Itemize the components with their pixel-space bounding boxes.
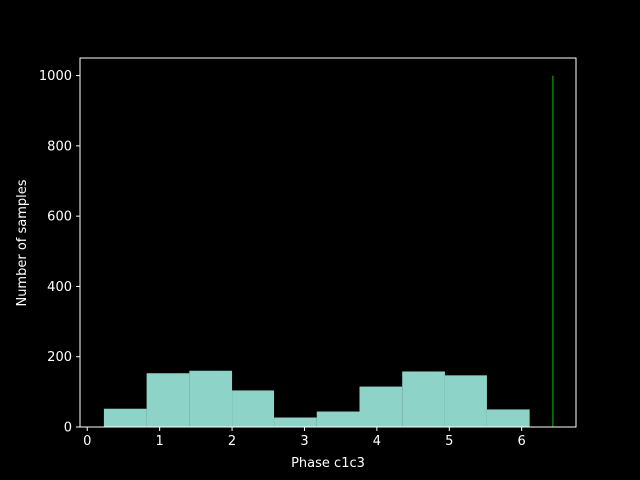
y-tick-label: 600 [47,210,72,225]
histogram-bar-6 [316,411,360,427]
histogram-bar-2 [146,373,190,427]
histogram-bar-10 [486,409,530,427]
y-tick-label: 200 [47,350,72,365]
histogram-bar-7 [359,386,403,427]
x-axis-label: Phase c1c3 [291,456,365,471]
histogram-bar-8 [402,371,445,427]
histogram-bar-3 [189,370,233,427]
histogram-bar-5 [274,417,317,427]
histogram-bar-4 [232,390,275,427]
histogram-bar-9 [444,375,487,427]
histogram-bar-1 [103,408,147,427]
plot-area-frame [79,57,577,428]
x-axis-ticks: 0 1 2 3 4 5 6 [83,427,526,449]
x-tick-label: 4 [373,434,381,449]
x-tick-label: 3 [300,434,308,449]
y-tick-label: 800 [47,139,72,154]
y-axis-ticks: 0 200 400 600 800 1000 [39,69,80,436]
x-tick-label: 1 [156,434,164,449]
y-axis-label: Number of samples [15,179,30,306]
x-tick-label: 6 [518,434,526,449]
y-tick-label: 0 [64,421,72,436]
x-tick-label: 5 [445,434,453,449]
histogram-bars [103,370,530,427]
x-tick-label: 0 [83,434,91,449]
x-tick-label: 2 [228,434,236,449]
y-tick-label: 400 [47,280,72,295]
y-tick-label: 1000 [39,69,72,84]
